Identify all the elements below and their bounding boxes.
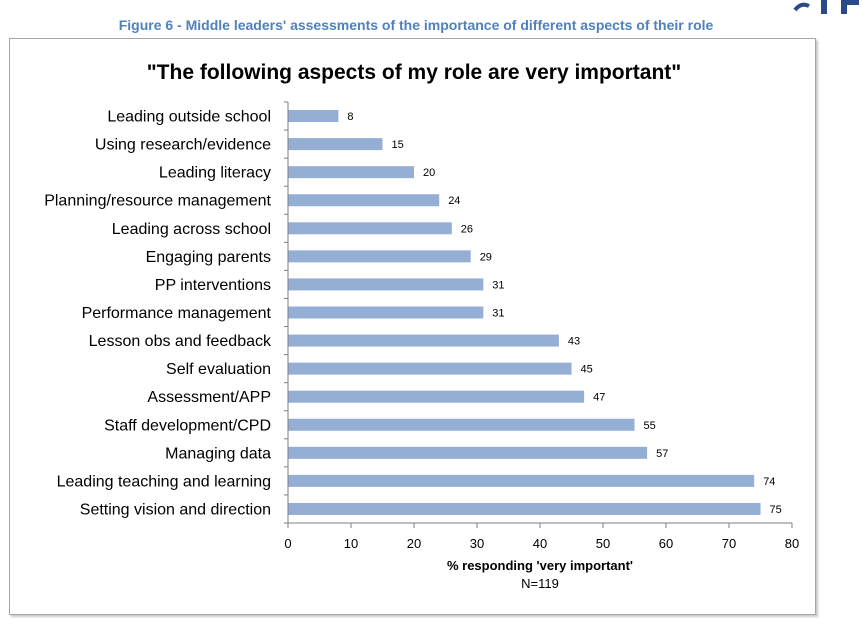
x-tick-label: 30 <box>470 536 484 551</box>
category-label: Engaging parents <box>146 249 271 266</box>
x-tick-label: 80 <box>785 536 799 551</box>
data-label: 57 <box>656 448 668 460</box>
data-label: 24 <box>448 195 460 207</box>
category-label: Performance management <box>82 305 272 322</box>
data-label: 20 <box>423 167 435 179</box>
category-label: Setting vision and direction <box>80 501 271 518</box>
category-label: Self evaluation <box>166 361 271 378</box>
x-tick-label: 50 <box>596 536 610 551</box>
x-tick-label: 0 <box>284 536 291 551</box>
category-label: PP interventions <box>155 277 271 294</box>
bar <box>288 390 585 403</box>
bar <box>288 474 755 487</box>
category-label: Leading teaching and learning <box>57 473 271 490</box>
bar <box>288 278 484 291</box>
data-label: 15 <box>392 139 404 151</box>
x-tick-label: 10 <box>344 536 358 551</box>
bar <box>288 502 761 515</box>
x-tick-label: 20 <box>407 536 421 551</box>
category-label: Lesson obs and feedback <box>89 333 272 350</box>
bar <box>288 362 572 375</box>
data-label: 47 <box>593 392 605 404</box>
data-label: 74 <box>763 476 775 488</box>
bar <box>288 418 635 431</box>
sample-size-note: N=119 <box>521 576 559 591</box>
bar <box>288 306 484 319</box>
data-label: 45 <box>581 364 593 376</box>
data-label: 26 <box>461 223 473 235</box>
x-tick-label: 60 <box>659 536 673 551</box>
figure-caption: Figure 6 - Middle leaders' assessments o… <box>118 17 714 33</box>
data-label: 75 <box>770 504 782 516</box>
bar <box>288 138 383 151</box>
chart-title: "The following aspects of my role are ve… <box>147 61 682 84</box>
category-label: Planning/resource management <box>44 193 271 210</box>
chart-area: "The following aspects of my role are ve… <box>9 38 816 615</box>
bar <box>288 166 414 179</box>
x-tick-label: 40 <box>533 536 547 551</box>
category-label: Staff development/CPD <box>104 417 271 434</box>
bar <box>288 250 471 263</box>
bar-chart: "The following aspects of my role are ve… <box>44 61 799 591</box>
bar <box>288 222 452 235</box>
data-label: 43 <box>568 336 580 348</box>
category-label: Leading literacy <box>159 165 271 182</box>
category-label: Using research/evidence <box>95 137 271 154</box>
data-label: 8 <box>347 111 353 123</box>
bar <box>288 446 648 459</box>
x-axis-label: % responding 'very important' <box>447 558 633 573</box>
x-tick-label: 70 <box>722 536 736 551</box>
logo-fragment-icon <box>793 0 859 14</box>
category-label: Assessment/APP <box>147 389 271 406</box>
data-label: 55 <box>644 420 656 432</box>
category-label: Leading outside school <box>107 109 271 126</box>
bar <box>288 334 559 347</box>
bar <box>288 194 440 207</box>
data-label: 31 <box>492 279 504 291</box>
data-label: 29 <box>480 251 492 263</box>
category-label: Leading across school <box>112 221 271 238</box>
bar <box>288 110 339 123</box>
data-label: 31 <box>492 308 504 320</box>
category-label: Managing data <box>165 445 271 462</box>
